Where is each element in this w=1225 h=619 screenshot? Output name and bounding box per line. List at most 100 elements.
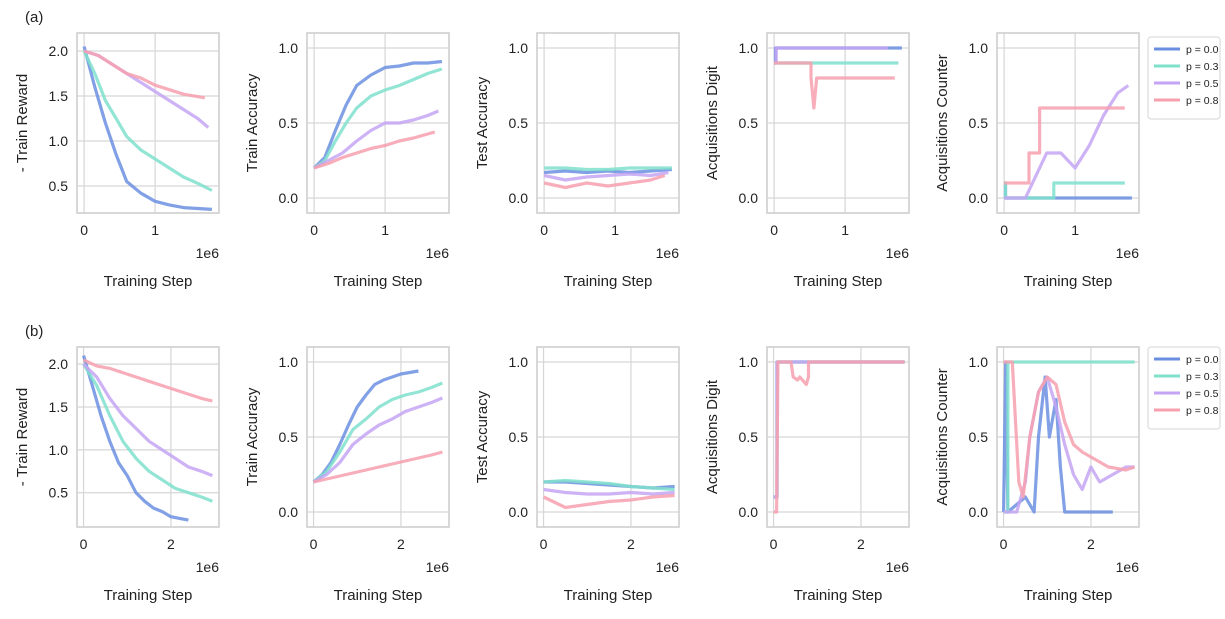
- x-tick-label: 2: [397, 536, 405, 552]
- y-axis-label: Acquisitions Digit: [704, 65, 721, 180]
- legend-label: p = 0.8: [1186, 95, 1219, 107]
- x-axis-label: Training Step: [104, 587, 193, 604]
- series-line-p00: [773, 360, 905, 499]
- y-tick-label: 1.5: [49, 399, 69, 415]
- y-tick-label: 0.5: [49, 485, 69, 501]
- x-tick-label: 0: [770, 222, 778, 238]
- series-line-p03: [773, 360, 905, 499]
- series-line-p05: [543, 170, 669, 182]
- x-tick-label: 0: [540, 536, 548, 552]
- x-tick-label: 0: [1000, 536, 1008, 552]
- x-axis-label: Training Step: [794, 587, 883, 604]
- y-axis-label: Test Accuracy: [474, 76, 491, 169]
- plot-frame: [766, 32, 910, 214]
- y-tick-label: 2.0: [49, 356, 69, 372]
- plot-frame: [76, 346, 220, 528]
- series-line-p03: [312, 381, 444, 484]
- x-tick-label: 0: [80, 536, 88, 552]
- series-line-p08: [773, 360, 905, 514]
- series-line-p08: [82, 358, 213, 403]
- series-line-p00: [312, 59, 443, 170]
- legend-label: p = 0.5: [1186, 78, 1219, 90]
- series-line-p03: [543, 478, 675, 492]
- y-tick-label: 0.5: [49, 178, 69, 194]
- y-tick-label: 0.0: [279, 504, 299, 520]
- x-tick-label: 0: [310, 222, 318, 238]
- y-tick-label: 1.0: [279, 40, 299, 56]
- series-line-p00: [1003, 181, 1132, 200]
- series-line-p03: [1003, 181, 1125, 200]
- y-tick-label: 0.5: [279, 429, 299, 445]
- y-tick-label: 1.5: [49, 88, 69, 104]
- series-line-p03: [82, 50, 213, 192]
- y-tick-label: 0.5: [509, 115, 529, 131]
- series-line-p08: [542, 493, 675, 510]
- y-tick-label: 0.5: [279, 115, 299, 131]
- x-axis-label: Training Step: [334, 273, 423, 290]
- y-axis-label: Train Accuracy: [244, 387, 261, 486]
- y-tick-label: 0.5: [739, 115, 759, 131]
- legend: p = 0.0 p = 0.3 p = 0.5 p = 0.8: [1147, 36, 1221, 120]
- y-axis-label: Test Accuracy: [474, 390, 491, 483]
- series-line-p03: [313, 67, 443, 170]
- y-tick-label: 0.0: [739, 190, 759, 206]
- series-line-p00: [82, 46, 213, 211]
- y-tick-label: 1.0: [49, 442, 69, 458]
- y-tick-label: 1.0: [509, 354, 529, 370]
- y-tick-label: 0.0: [969, 190, 989, 206]
- x-tick-label: 1: [611, 222, 619, 238]
- series-line-p08: [774, 61, 895, 110]
- plot-frame: [536, 32, 680, 214]
- x-tick-label: 2: [167, 536, 175, 552]
- row-label-a: (a): [25, 9, 43, 26]
- y-tick-label: 0.5: [969, 429, 989, 445]
- series-line-p08: [313, 130, 436, 170]
- x-axis-label: Training Step: [104, 273, 193, 290]
- y-tick-label: 0.0: [969, 504, 989, 520]
- y-tick-label: 1.0: [49, 133, 69, 149]
- series-line-p00: [1002, 360, 1113, 514]
- series-line-p03: [82, 363, 213, 503]
- x-tick-label: 2: [1087, 536, 1095, 552]
- series-line-p03: [544, 166, 672, 172]
- plot-frame: [306, 346, 450, 528]
- series-line-p08: [313, 450, 443, 484]
- series-line-p08: [1003, 360, 1136, 499]
- x-multiplier: 1e6: [656, 245, 680, 261]
- plot-frame: [996, 32, 1140, 214]
- y-axis-label: - Train Reward: [14, 388, 31, 486]
- x-tick-label: 0: [310, 536, 318, 552]
- y-axis-label: Acquisitions Digit: [704, 379, 721, 494]
- x-tick-label: 2: [627, 536, 635, 552]
- x-multiplier: 1e6: [886, 559, 910, 575]
- plot-frame: [996, 346, 1140, 528]
- x-multiplier: 1e6: [426, 559, 450, 575]
- x-multiplier: 1e6: [1116, 559, 1140, 575]
- x-axis-label: Training Step: [1024, 587, 1113, 604]
- y-axis-label: - Train Reward: [14, 74, 31, 172]
- y-tick-label: 0.0: [279, 190, 299, 206]
- legend-label: p = 0.8: [1186, 405, 1219, 417]
- plot-frame: [536, 346, 680, 528]
- x-multiplier: 1e6: [196, 245, 220, 261]
- x-multiplier: 1e6: [656, 559, 680, 575]
- legend-label: p = 0.3: [1186, 371, 1219, 383]
- y-tick-label: 1.0: [279, 354, 299, 370]
- x-axis-label: Training Step: [564, 587, 653, 604]
- x-tick-label: 1: [841, 222, 849, 238]
- y-tick-label: 0.5: [969, 115, 989, 131]
- y-tick-label: 1.0: [969, 40, 989, 56]
- legend-label: p = 0.0: [1186, 354, 1219, 366]
- y-tick-label: 0.0: [509, 504, 529, 520]
- y-axis-label: Train Accuracy: [244, 73, 261, 172]
- plot-frame: [76, 32, 220, 214]
- series-line-p00: [773, 46, 902, 65]
- y-tick-label: 1.0: [509, 40, 529, 56]
- plot-frame: [766, 346, 910, 528]
